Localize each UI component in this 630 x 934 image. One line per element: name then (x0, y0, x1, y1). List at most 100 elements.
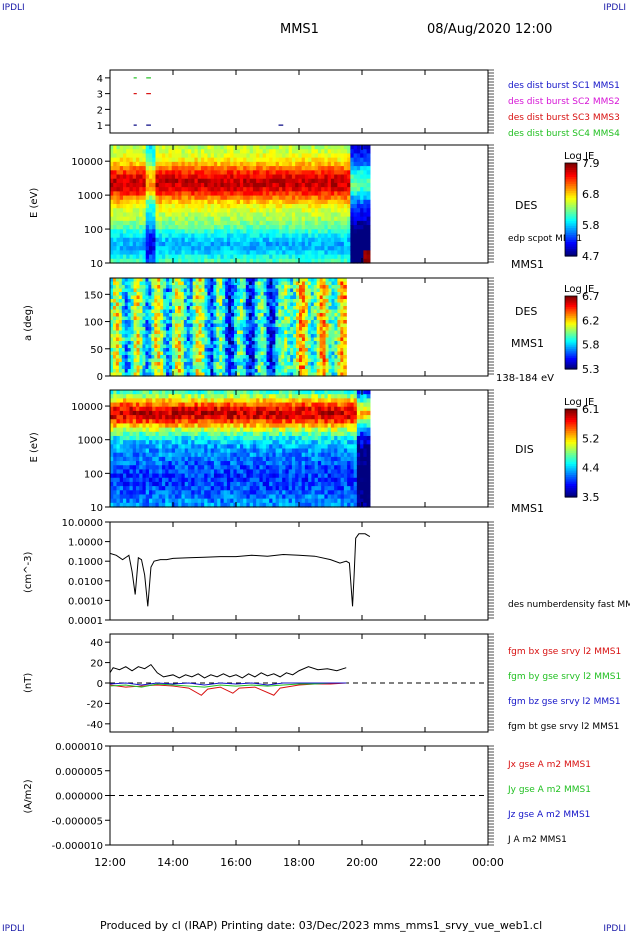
des-energy-spectrogram-cell (311, 145, 316, 150)
des-energy-spectrogram-cell (314, 254, 319, 260)
pitch-angle-spectrogram-cell (172, 313, 176, 318)
pitch-angle-spectrogram-cell (281, 372, 285, 377)
des-energy-spectrogram-cell (308, 241, 313, 247)
pitch-angle-spectrogram-cell (254, 288, 259, 293)
des-energy-spectrogram-cell (252, 229, 257, 235)
des-energy-spectrogram-cell (187, 153, 192, 159)
pitch-angle-spectrogram-cell (322, 323, 327, 328)
des-energy-spectrogram-cell (213, 233, 218, 239)
des-energy-spectrogram-cell (265, 191, 270, 197)
pitch-angle-spectrogram-cell (340, 327, 344, 332)
pitch-angle-spectrogram-cell (219, 365, 223, 370)
des-energy-spectrogram-cell (226, 182, 231, 188)
pitch-angle-spectrogram-cell (251, 334, 256, 339)
pitch-angle-spectrogram-cell (145, 334, 149, 339)
colorbar-1-swatch (565, 188, 577, 192)
pitch-angle-spectrogram-cell (331, 351, 336, 356)
pitch-angle-spectrogram-cell (251, 299, 256, 304)
des-energy-spectrogram-cell (243, 258, 248, 264)
pitch-angle-spectrogram-cell (145, 327, 149, 332)
des-energy-spectrogram-cell (360, 212, 364, 218)
pitch-angle-spectrogram-cell (236, 316, 241, 321)
pitch-angle-spectrogram-cell (112, 358, 117, 363)
des-energy-spectrogram-cell (129, 195, 134, 201)
des-energy-spectrogram-cell (181, 149, 186, 155)
des-energy-spectrogram-cell (327, 145, 332, 150)
des-energy-spectrogram-cell (191, 229, 196, 235)
des-energy-spectrogram-cell (132, 208, 137, 214)
des-energy-spectrogram-cell (236, 153, 241, 159)
des-energy-spectrogram-cell (110, 258, 114, 264)
des-energy-spectrogram-cell (249, 170, 254, 176)
des-energy-spectrogram-cell (161, 258, 166, 264)
colorbar-2-swatch (565, 330, 577, 334)
des-energy-spectrogram-cell (366, 161, 371, 167)
des-energy-spectrogram-cell (119, 212, 124, 218)
pitch-angle-spectrogram-cell (127, 365, 132, 370)
des-energy-spectrogram-cell (314, 250, 319, 256)
des-energy-spectrogram-cell (239, 157, 244, 163)
pitch-angle-spectrogram-cell (133, 309, 138, 314)
pitch-angle-spectrogram-cell (198, 309, 203, 314)
pitch-angle-spectrogram-cell (183, 313, 188, 318)
pitch-angle-spectrogram-cell (260, 288, 265, 293)
pitch-angle-spectrogram-cell (322, 348, 327, 353)
des-energy-spectrogram-cell (343, 220, 348, 226)
pitch-angle-spectrogram-cell (293, 337, 297, 342)
des-energy-spectrogram-cell (353, 145, 358, 150)
des-energy-spectrogram-cell (210, 161, 215, 167)
pitch-angle-spectrogram-cell (127, 281, 132, 286)
pitch-angle-spectrogram-cell (301, 351, 306, 356)
pitch-angle-spectrogram-cell (201, 330, 206, 335)
des-energy-spectrogram-cell (236, 170, 241, 176)
pitch-angle-spectrogram-cell (198, 365, 203, 370)
pitch-angle-spectrogram-cell (213, 313, 217, 318)
des-energy-spectrogram-cell (113, 229, 118, 235)
pitch-angle-spectrogram-cell (225, 292, 229, 297)
pitch-angle-spectrogram-cell (172, 341, 176, 346)
pitch-angle-spectrogram-cell (307, 278, 312, 283)
pitch-angle-spectrogram-cell (210, 316, 214, 321)
pitch-angle-spectrogram-cell (340, 355, 344, 360)
colorbar-1-swatch (565, 249, 577, 252)
pitch-angle-spectrogram-cell (219, 320, 223, 325)
des-energy-spectrogram-cell (226, 237, 231, 243)
pitch-angle-spectrogram-cell (231, 355, 235, 360)
pitch-angle-spectrogram-cell (316, 369, 321, 374)
pitch-angle-spectrogram-cell (272, 320, 276, 325)
pitch-angle-spectrogram-cell (110, 327, 114, 332)
des-energy-spectrogram-cell (288, 182, 293, 188)
des-energy-spectrogram-cell (259, 153, 264, 159)
des-energy-spectrogram-cell (191, 149, 196, 155)
pitch-angle-spectrogram-cell (269, 306, 274, 311)
des-energy-spectrogram-cell (126, 157, 131, 163)
pitch-angle-spectrogram-cell (228, 344, 232, 349)
pitch-angle-spectrogram-cell (284, 348, 288, 353)
des-energy-spectrogram-cell (184, 254, 189, 260)
des-energy-spectrogram-cell (324, 229, 329, 235)
des-energy-spectrogram-cell (288, 258, 293, 264)
pitch-angle-spectrogram-cell (192, 355, 197, 360)
pitch-angle-spectrogram-cell (310, 320, 315, 325)
pitch-angle-spectrogram-cell (328, 285, 333, 290)
des-energy-spectrogram-cell (139, 153, 144, 159)
des-energy-spectrogram-cell (122, 174, 127, 180)
pitch-angle-spectrogram-cell (198, 306, 203, 311)
pitch-angle-spectrogram-cell (319, 355, 324, 360)
des-energy-spectrogram-cell (116, 216, 121, 222)
des-energy-spectrogram-cell (119, 254, 124, 260)
des-energy-spectrogram-cell (145, 157, 150, 163)
des-energy-spectrogram-cell (337, 161, 342, 167)
des-energy-spectrogram-cell (301, 157, 306, 163)
des-energy-spectrogram-cell (197, 149, 202, 155)
des-energy-spectrogram-cell (285, 145, 290, 150)
des-energy-spectrogram-cell (145, 191, 150, 197)
pitch-angle-spectrogram-cell (174, 337, 179, 342)
pitch-angle-spectrogram-cell (251, 285, 256, 290)
des-energy-spectrogram-cell (116, 178, 121, 184)
pitch-angle-spectrogram-cell (257, 292, 262, 297)
des-energy-spectrogram-cell (308, 161, 313, 167)
dis-energy-spectrogram-cell (110, 473, 114, 479)
pitch-angle-spectrogram-cell (145, 306, 149, 311)
des-energy-spectrogram-cell (285, 174, 290, 180)
